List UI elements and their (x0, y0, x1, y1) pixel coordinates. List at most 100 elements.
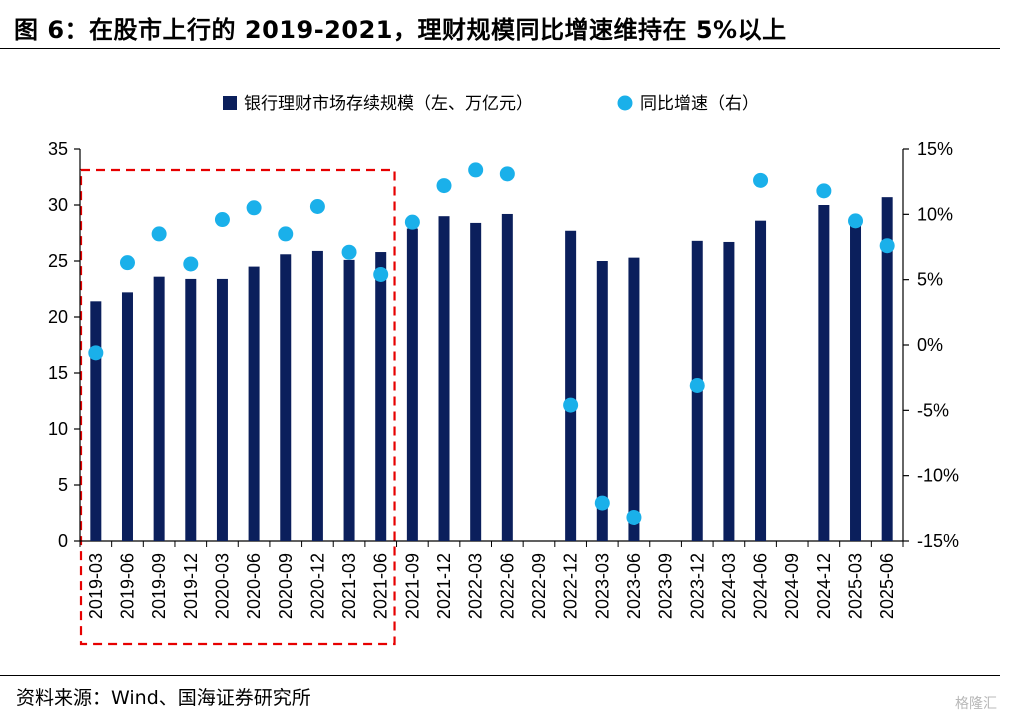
scatter-point (468, 162, 484, 178)
bar (343, 259, 355, 541)
legend-label-dot: 同比增速（右） (640, 94, 759, 114)
scatter-point (689, 378, 705, 394)
y-right-tick-label: 15% (917, 139, 953, 159)
x-tick-label: 2019-12 (181, 553, 201, 619)
scatter-point (626, 509, 642, 525)
bar (723, 241, 735, 541)
highlight-box (79, 168, 396, 646)
y-left-tick-label: 30 (48, 195, 68, 215)
x-tick-label: 2020-03 (212, 553, 232, 619)
scatter-point (88, 345, 104, 361)
y-left-tick-label: 0 (58, 531, 68, 551)
x-tick-label: 2019-03 (86, 553, 106, 619)
source-note: 资料来源：Wind、国海证券研究所 (16, 687, 311, 709)
bar (470, 222, 482, 542)
bar (248, 266, 260, 541)
legend-label-bar: 银行理财市场存续规模（左、万亿元） (244, 94, 533, 114)
scatter-point (499, 166, 515, 182)
bar-series (90, 197, 893, 542)
bar (90, 301, 102, 541)
x-tick-label: 2022-09 (529, 553, 549, 619)
x-tick-label: 2020-12 (307, 553, 327, 619)
scatter-point (309, 198, 325, 214)
scatter-point (246, 200, 262, 216)
x-tick-label: 2023-06 (624, 553, 644, 619)
bar (375, 252, 387, 542)
scatter-point (151, 226, 167, 242)
x-tick-label: 2025-03 (846, 553, 866, 619)
bar (881, 197, 893, 541)
bar (755, 220, 767, 541)
scatter-point (183, 256, 199, 272)
bar (628, 257, 640, 541)
y-right-tick-label: -15% (917, 531, 959, 551)
scatter-point (119, 255, 135, 271)
scatter-point (753, 172, 769, 188)
y-right-tick-label: -10% (917, 466, 959, 486)
scatter-point (341, 244, 357, 260)
scatter-point (816, 183, 832, 199)
bar (311, 250, 323, 542)
axes: 0 5 10 15 20 25 30 35 -15% -10% -5% 0% 5% 10% 15% (48, 139, 959, 551)
scatter-point (848, 213, 864, 229)
scatter-point (214, 212, 230, 228)
bar (818, 205, 830, 541)
x-tick-label: 2021-03 (339, 553, 359, 619)
bar (596, 261, 608, 541)
x-tick-label: 2024-03 (719, 553, 739, 619)
watermark: 格隆汇 (955, 696, 997, 712)
x-tick-label: 2022-12 (561, 553, 581, 619)
chart: 0 5 10 15 20 25 30 35 -15% -10% -5% 0% 5% 10% 15% 2019… (48, 94, 959, 646)
bar (406, 228, 418, 541)
bar (216, 278, 228, 541)
x-tick-label: 2021-09 (402, 553, 422, 619)
x-tick-label: 2019-06 (117, 553, 137, 619)
y-right-tick-label: 0% (917, 335, 943, 355)
scatter-point (436, 178, 452, 194)
y-left-tick-label: 10 (48, 419, 68, 439)
legend: 银行理财市场存续规模（左、万亿元） 同比增速（右） (223, 94, 759, 114)
y-left-tick-label: 15 (48, 363, 68, 383)
x-tick-label: 2023-03 (592, 553, 612, 619)
bar (185, 278, 197, 541)
y-left-tick-label: 35 (48, 139, 68, 159)
title-divider (0, 48, 1000, 49)
scatter-point (879, 238, 895, 254)
bar (438, 216, 450, 541)
x-tick-label: 2024-09 (782, 553, 802, 619)
scatter-point (278, 226, 294, 242)
x-tick-label: 2019-09 (149, 553, 169, 619)
legend-swatch-dot (617, 95, 633, 111)
y-right-tick-label: 5% (917, 270, 943, 290)
x-tick-label: 2021-12 (434, 553, 454, 619)
scatter-point (373, 266, 389, 282)
bar (850, 219, 862, 541)
bar (121, 292, 133, 541)
x-tick-label: 2022-03 (466, 553, 486, 619)
figure-title: 图 6：在股市上行的 2019-2021，理财规模同比增速维持在 5%以上 (14, 16, 787, 44)
x-tick-label: 2021-06 (371, 553, 391, 619)
highlight-layer (79, 168, 396, 646)
bar (501, 213, 513, 541)
x-tick-label: 2023-09 (656, 553, 676, 619)
scatter-point (404, 214, 420, 230)
bar (280, 254, 292, 541)
y-left-tick-label: 20 (48, 307, 68, 327)
bar (153, 276, 165, 541)
x-tick-label: 2020-06 (244, 553, 264, 619)
x-tick-label: 2024-06 (751, 553, 771, 619)
x-tick-labels: 2019-03 2019-06 2019-09 2019-12 2020-03 2020-… (86, 553, 897, 619)
scatter-series (88, 162, 895, 525)
scatter-point (563, 397, 579, 413)
x-tick-label: 2022-06 (497, 553, 517, 619)
x-tick-label: 2025-06 (877, 553, 897, 619)
scatter-point (594, 495, 610, 511)
y-left-tick-label: 25 (48, 251, 68, 271)
x-tick-label: 2024-12 (814, 553, 834, 619)
x-tick-label: 2020-09 (276, 553, 296, 619)
y-right-tick-label: -5% (917, 400, 949, 420)
x-tick-label: 2023-12 (687, 553, 707, 619)
bar (565, 230, 577, 541)
source-divider (0, 675, 1000, 676)
legend-swatch-bar (223, 96, 237, 110)
